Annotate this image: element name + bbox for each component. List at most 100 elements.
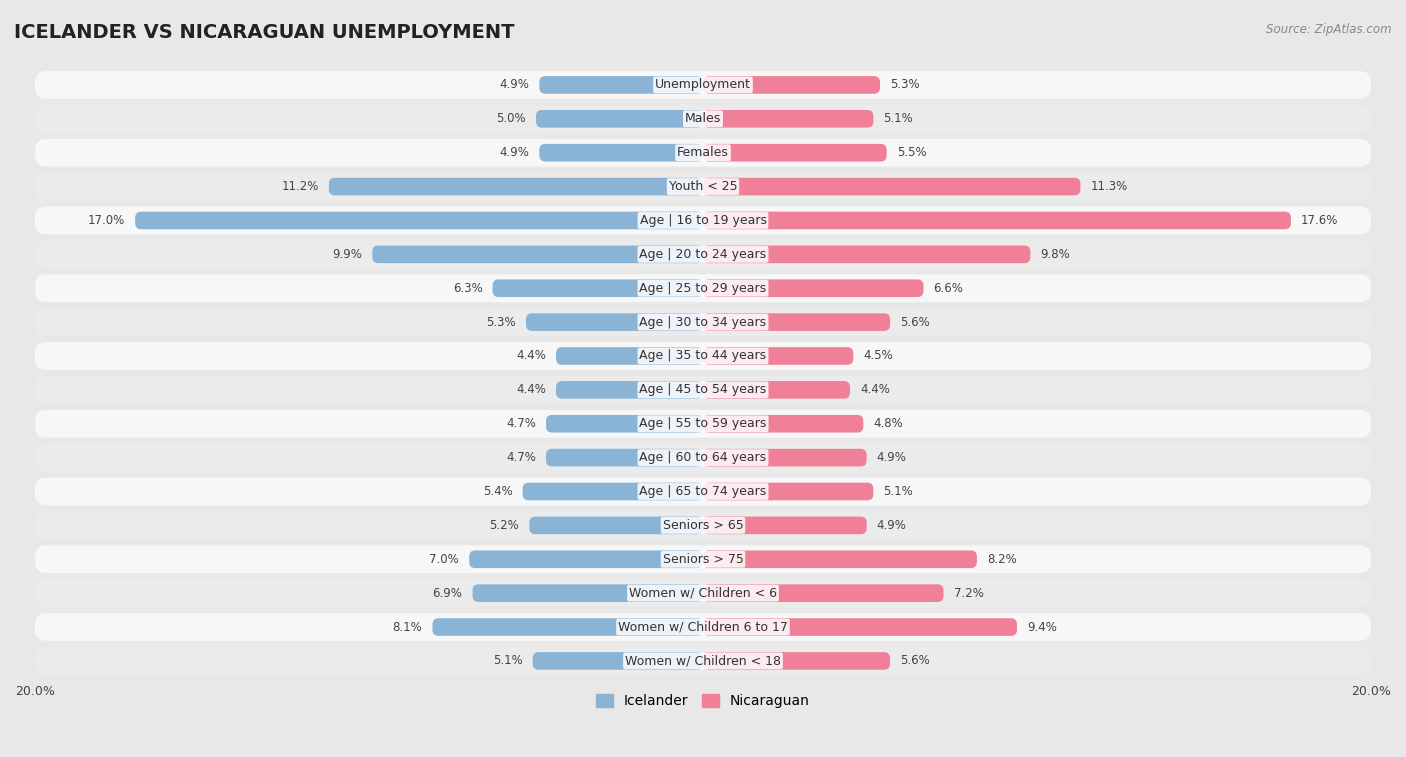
Text: 4.9%: 4.9%	[499, 146, 529, 159]
Text: 6.6%: 6.6%	[934, 282, 963, 294]
Text: Source: ZipAtlas.com: Source: ZipAtlas.com	[1267, 23, 1392, 36]
Text: 4.8%: 4.8%	[873, 417, 903, 430]
Text: Age | 60 to 64 years: Age | 60 to 64 years	[640, 451, 766, 464]
Text: 4.5%: 4.5%	[863, 350, 893, 363]
Text: 5.6%: 5.6%	[900, 654, 929, 668]
FancyBboxPatch shape	[135, 212, 703, 229]
FancyBboxPatch shape	[703, 550, 977, 568]
FancyBboxPatch shape	[546, 449, 703, 466]
FancyBboxPatch shape	[35, 613, 1371, 641]
Text: 5.1%: 5.1%	[883, 112, 912, 126]
FancyBboxPatch shape	[35, 579, 1371, 607]
FancyBboxPatch shape	[472, 584, 703, 602]
Text: 7.0%: 7.0%	[429, 553, 460, 565]
Text: 4.4%: 4.4%	[516, 350, 546, 363]
Text: Unemployment: Unemployment	[655, 79, 751, 92]
Text: 5.3%: 5.3%	[890, 79, 920, 92]
FancyBboxPatch shape	[492, 279, 703, 297]
Text: 17.6%: 17.6%	[1301, 214, 1339, 227]
Legend: Icelander, Nicaraguan: Icelander, Nicaraguan	[591, 689, 815, 714]
FancyBboxPatch shape	[35, 105, 1371, 132]
FancyBboxPatch shape	[329, 178, 703, 195]
FancyBboxPatch shape	[526, 313, 703, 331]
Text: Seniors > 75: Seniors > 75	[662, 553, 744, 565]
Text: 4.7%: 4.7%	[506, 451, 536, 464]
FancyBboxPatch shape	[703, 618, 1017, 636]
Text: 6.3%: 6.3%	[453, 282, 482, 294]
Text: 11.3%: 11.3%	[1091, 180, 1128, 193]
FancyBboxPatch shape	[546, 415, 703, 432]
Text: 5.3%: 5.3%	[486, 316, 516, 329]
FancyBboxPatch shape	[703, 381, 851, 399]
Text: 5.4%: 5.4%	[482, 485, 513, 498]
Text: Women w/ Children 6 to 17: Women w/ Children 6 to 17	[619, 621, 787, 634]
FancyBboxPatch shape	[703, 279, 924, 297]
FancyBboxPatch shape	[35, 207, 1371, 235]
FancyBboxPatch shape	[703, 347, 853, 365]
Text: Seniors > 65: Seniors > 65	[662, 519, 744, 532]
Text: 11.2%: 11.2%	[281, 180, 319, 193]
FancyBboxPatch shape	[703, 178, 1080, 195]
Text: 4.4%: 4.4%	[516, 383, 546, 397]
FancyBboxPatch shape	[35, 308, 1371, 336]
FancyBboxPatch shape	[35, 274, 1371, 302]
FancyBboxPatch shape	[540, 76, 703, 94]
Text: 5.2%: 5.2%	[489, 519, 519, 532]
FancyBboxPatch shape	[703, 76, 880, 94]
FancyBboxPatch shape	[523, 483, 703, 500]
Text: Males: Males	[685, 112, 721, 126]
FancyBboxPatch shape	[703, 516, 866, 534]
FancyBboxPatch shape	[35, 139, 1371, 167]
FancyBboxPatch shape	[703, 584, 943, 602]
Text: 5.6%: 5.6%	[900, 316, 929, 329]
Text: 5.5%: 5.5%	[897, 146, 927, 159]
FancyBboxPatch shape	[35, 478, 1371, 506]
FancyBboxPatch shape	[703, 212, 1291, 229]
Text: ICELANDER VS NICARAGUAN UNEMPLOYMENT: ICELANDER VS NICARAGUAN UNEMPLOYMENT	[14, 23, 515, 42]
Text: Age | 35 to 44 years: Age | 35 to 44 years	[640, 350, 766, 363]
FancyBboxPatch shape	[533, 652, 703, 670]
FancyBboxPatch shape	[703, 449, 866, 466]
Text: Age | 20 to 24 years: Age | 20 to 24 years	[640, 248, 766, 261]
Text: Age | 45 to 54 years: Age | 45 to 54 years	[640, 383, 766, 397]
FancyBboxPatch shape	[703, 110, 873, 128]
Text: Women w/ Children < 18: Women w/ Children < 18	[626, 654, 780, 668]
FancyBboxPatch shape	[703, 415, 863, 432]
FancyBboxPatch shape	[540, 144, 703, 161]
FancyBboxPatch shape	[703, 245, 1031, 263]
Text: Age | 25 to 29 years: Age | 25 to 29 years	[640, 282, 766, 294]
FancyBboxPatch shape	[35, 444, 1371, 472]
FancyBboxPatch shape	[529, 516, 703, 534]
Text: 9.8%: 9.8%	[1040, 248, 1070, 261]
FancyBboxPatch shape	[35, 241, 1371, 268]
FancyBboxPatch shape	[35, 545, 1371, 573]
FancyBboxPatch shape	[536, 110, 703, 128]
Text: 4.4%: 4.4%	[860, 383, 890, 397]
FancyBboxPatch shape	[703, 313, 890, 331]
Text: Age | 30 to 34 years: Age | 30 to 34 years	[640, 316, 766, 329]
Text: 8.1%: 8.1%	[392, 621, 422, 634]
Text: 4.9%: 4.9%	[877, 451, 907, 464]
Text: Age | 55 to 59 years: Age | 55 to 59 years	[640, 417, 766, 430]
Text: 17.0%: 17.0%	[89, 214, 125, 227]
Text: 6.9%: 6.9%	[433, 587, 463, 600]
FancyBboxPatch shape	[35, 410, 1371, 438]
Text: Age | 16 to 19 years: Age | 16 to 19 years	[640, 214, 766, 227]
Text: 5.1%: 5.1%	[883, 485, 912, 498]
Text: 9.4%: 9.4%	[1026, 621, 1057, 634]
FancyBboxPatch shape	[555, 347, 703, 365]
Text: Females: Females	[678, 146, 728, 159]
FancyBboxPatch shape	[555, 381, 703, 399]
FancyBboxPatch shape	[35, 376, 1371, 403]
FancyBboxPatch shape	[35, 173, 1371, 201]
FancyBboxPatch shape	[703, 483, 873, 500]
FancyBboxPatch shape	[703, 144, 887, 161]
Text: 5.0%: 5.0%	[496, 112, 526, 126]
Text: 4.9%: 4.9%	[877, 519, 907, 532]
FancyBboxPatch shape	[373, 245, 703, 263]
FancyBboxPatch shape	[35, 647, 1371, 674]
Text: 4.9%: 4.9%	[499, 79, 529, 92]
Text: 9.9%: 9.9%	[332, 248, 363, 261]
Text: 4.7%: 4.7%	[506, 417, 536, 430]
FancyBboxPatch shape	[703, 652, 890, 670]
